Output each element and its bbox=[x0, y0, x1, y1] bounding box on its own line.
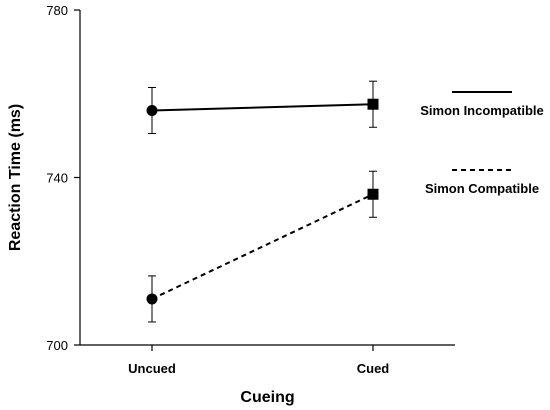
y-tick-label: 780 bbox=[46, 3, 68, 18]
legend-label: Simon Compatible bbox=[425, 181, 539, 196]
x-ticks: Uncued Cued bbox=[128, 345, 389, 376]
y-axis-title: Reaction Time (ms) bbox=[7, 104, 24, 251]
series-layer bbox=[146, 80, 379, 323]
x-tick-label: Cued bbox=[357, 361, 390, 376]
data-point bbox=[367, 188, 379, 200]
series-1 bbox=[146, 80, 379, 135]
series-line bbox=[151, 193, 374, 300]
x-axis-title: Cueing bbox=[240, 389, 294, 406]
axes bbox=[79, 10, 455, 346]
y-tick-label: 740 bbox=[46, 171, 68, 186]
series-line bbox=[151, 103, 374, 112]
data-point bbox=[367, 98, 379, 110]
y-ticks: 700 740 780 bbox=[46, 3, 80, 353]
x-tick-label: Uncued bbox=[128, 361, 176, 376]
series-2 bbox=[146, 170, 379, 323]
legend-label: Simon Incompatible bbox=[420, 103, 544, 118]
y-tick-label: 700 bbox=[46, 338, 68, 353]
legend: Simon Incompatible Simon Compatible bbox=[420, 91, 544, 196]
data-point bbox=[146, 293, 158, 305]
data-point bbox=[146, 105, 158, 116]
